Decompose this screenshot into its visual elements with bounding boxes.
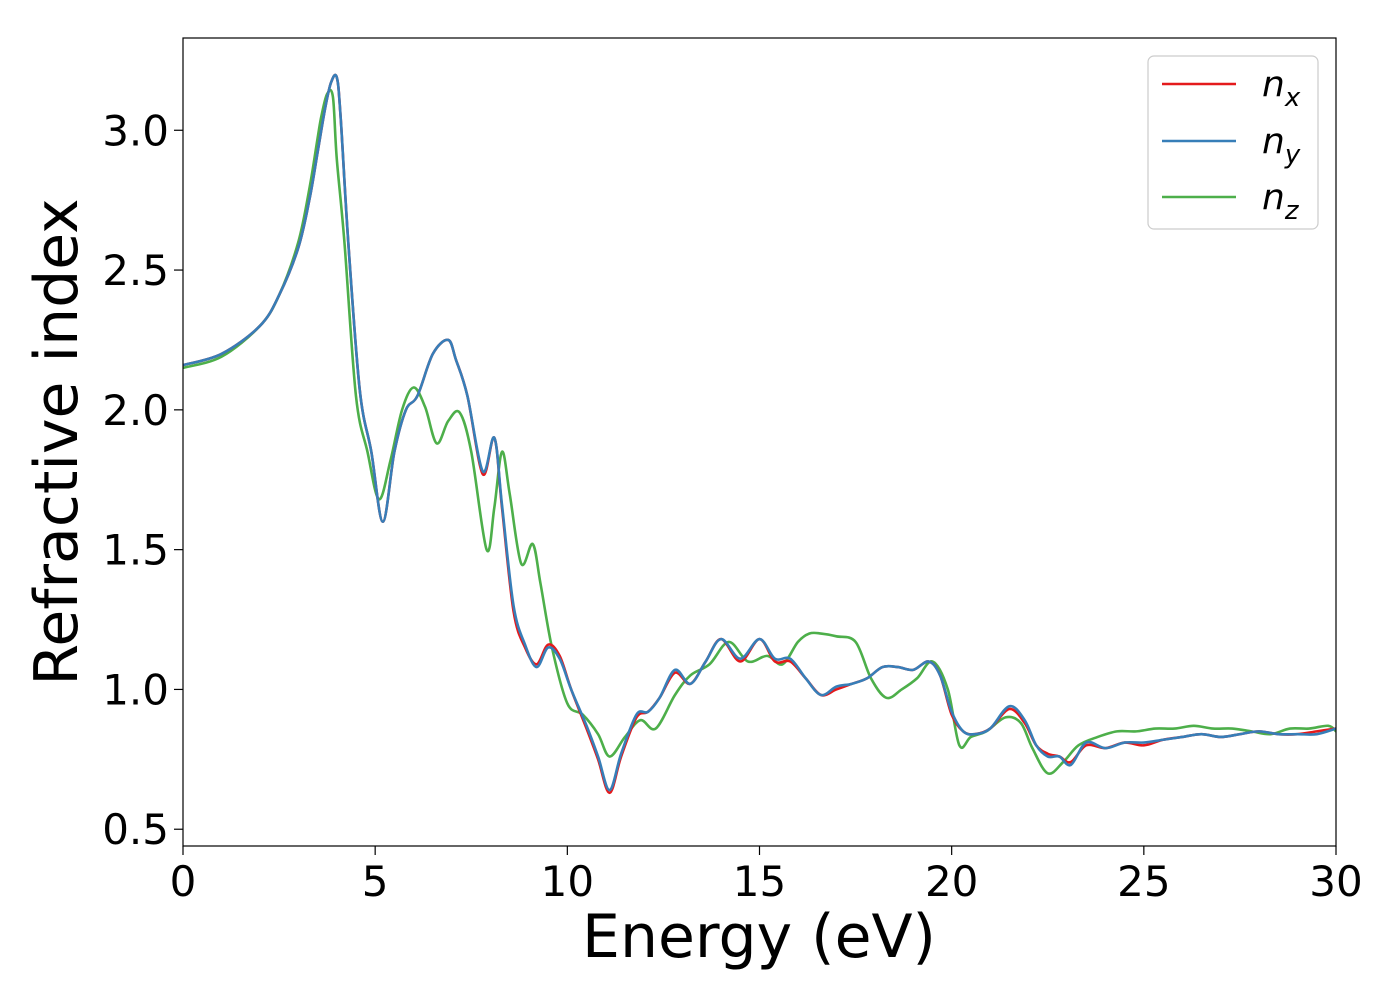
y-tick-label: 1.0	[102, 665, 169, 714]
legend-box	[1147, 55, 1319, 230]
x-tick-label: 20	[925, 857, 978, 906]
series-line-nz	[183, 88, 1336, 775]
legend-label-nz: nz	[1262, 177, 1300, 226]
x-axis-label: Energy (eV)	[582, 902, 936, 972]
legend-label-ny: ny	[1262, 121, 1301, 170]
x-tick-label: 15	[733, 857, 786, 906]
x-tick-label: 30	[1309, 857, 1362, 906]
x-tick-label: 5	[362, 857, 389, 906]
y-tick-label: 2.0	[102, 386, 169, 435]
y-axis-label: Refractive index	[22, 198, 92, 685]
x-tick-label: 25	[1117, 857, 1170, 906]
y-axis-ticks: 0.5 1.0 1.5 2.0 2.5 3.0	[102, 106, 183, 854]
y-tick-label: 3.0	[102, 106, 169, 155]
x-axis-ticks: 0 5 10 15 20 25 30	[170, 846, 1363, 906]
legend-label-nx: nx	[1262, 64, 1301, 113]
x-tick-label: 10	[541, 857, 594, 906]
series-layer	[183, 73, 1336, 795]
series-line-ny	[183, 73, 1336, 792]
legend: nx ny nz	[1147, 55, 1319, 230]
y-tick-label: 2.5	[102, 246, 169, 295]
y-tick-label: 0.5	[102, 805, 169, 854]
x-tick-label: 0	[170, 857, 197, 906]
y-tick-label: 1.5	[102, 526, 169, 575]
